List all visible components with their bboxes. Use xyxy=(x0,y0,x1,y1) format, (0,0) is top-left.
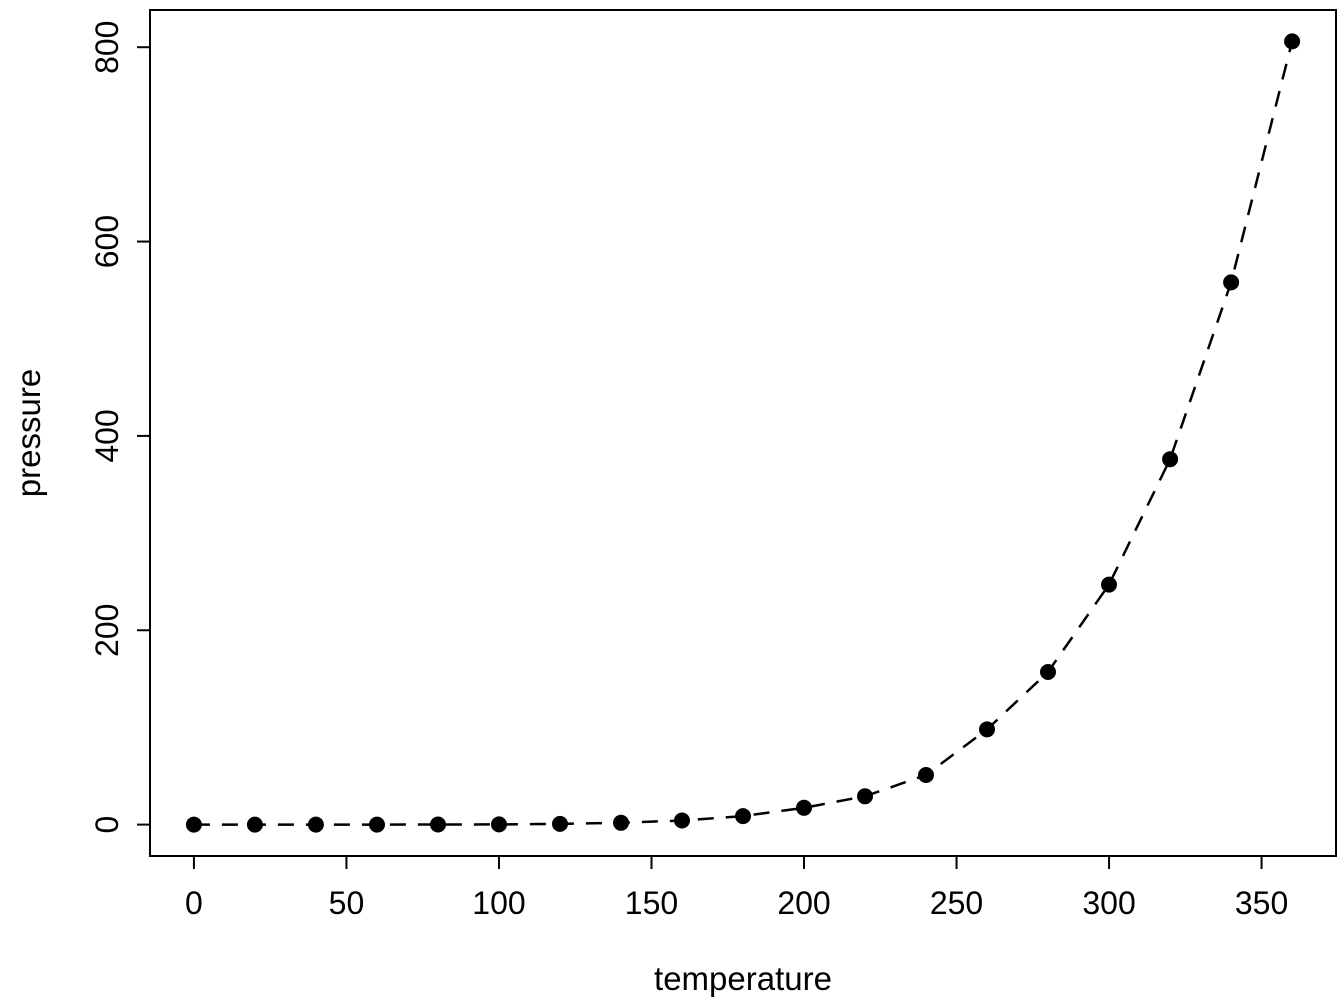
plot-box xyxy=(149,9,1337,857)
x-tick-label: 300 xyxy=(1082,885,1135,921)
y-tick-label: 600 xyxy=(89,215,125,268)
data-point xyxy=(246,816,263,833)
data-point xyxy=(491,816,507,833)
x-axis-label: temperature xyxy=(654,960,832,997)
y-tick-label: 0 xyxy=(89,816,125,834)
data-line xyxy=(193,41,1294,826)
data-point xyxy=(1101,576,1117,593)
y-tick-label: 200 xyxy=(89,604,125,657)
data-point xyxy=(369,816,385,833)
data-point xyxy=(552,815,568,832)
y-tick-label: 800 xyxy=(89,21,125,74)
x-tick-label: 250 xyxy=(930,885,983,921)
x-tick-label: 150 xyxy=(625,885,678,921)
data-point xyxy=(613,814,629,831)
data-point xyxy=(979,721,995,738)
data-point xyxy=(1162,451,1179,468)
data-point xyxy=(918,767,934,783)
y-axis-label: pressure xyxy=(10,369,47,497)
data-point xyxy=(735,808,751,825)
data-point xyxy=(674,812,690,829)
data-point xyxy=(430,816,446,833)
data-point xyxy=(307,816,324,833)
data-point xyxy=(1223,274,1240,291)
data-point xyxy=(857,788,873,805)
x-tick-label: 100 xyxy=(472,885,525,921)
data-point xyxy=(796,799,812,816)
x-tick-label: 200 xyxy=(777,885,830,921)
plot-area: 0 50 100 150 200 250 300 350 0 200 400 600 800 xyxy=(89,9,1337,921)
data-point xyxy=(1284,33,1301,50)
data-point xyxy=(1040,664,1056,680)
x-tick-label: 0 xyxy=(185,885,203,921)
y-tick-label: 400 xyxy=(89,409,125,462)
data-point xyxy=(185,816,202,833)
x-tick-label: 50 xyxy=(329,885,365,921)
x-tick-label: 350 xyxy=(1235,885,1288,921)
